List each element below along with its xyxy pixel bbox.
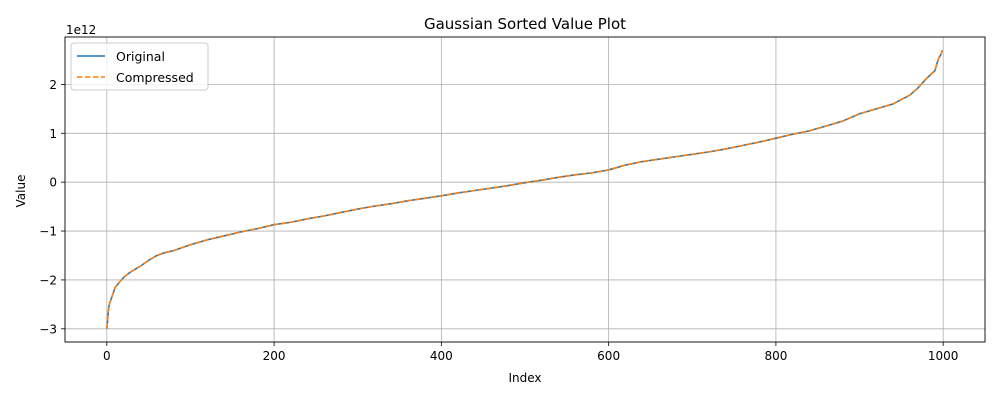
y-tick-label: −1 [39,225,57,239]
y-axis-offset-label: 1e12 [66,23,96,37]
y-axis-ticks: −3 −2 −1 0 1 2 [39,78,65,336]
x-tick-label: 600 [597,349,620,363]
y-tick-label: 0 [49,176,57,190]
legend: Original Compressed [70,42,209,91]
x-tick-label: 800 [764,349,787,363]
x-tick-label: 200 [263,349,286,363]
y-tick-label: −2 [39,273,57,287]
series-line-compressed [106,49,944,329]
chart-title: Gaussian Sorted Value Plot [424,15,626,33]
series-lines [106,49,944,329]
y-tick-label: −3 [39,322,57,336]
plot-area-frame [64,36,986,343]
legend-box [70,42,209,91]
x-axis-label: Index [508,371,541,385]
x-tick-label: 1000 [928,349,959,363]
x-axis-ticks: 0 200 400 600 800 1000 [103,342,958,363]
x-tick-label: 400 [430,349,453,363]
legend-label-compressed: Compressed [116,70,194,85]
x-tick-label: 0 [103,349,111,363]
y-tick-label: 1 [49,127,57,141]
y-tick-label: 2 [49,78,57,92]
legend-label-original: Original [116,49,165,64]
y-axis-label: Value [14,175,28,208]
